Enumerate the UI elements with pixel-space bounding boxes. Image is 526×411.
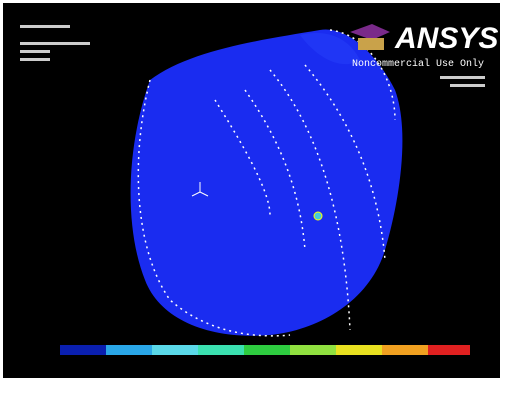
license-notice: Noncommercial Use Only	[352, 58, 484, 70]
model-body	[131, 30, 403, 336]
logo-base	[358, 38, 384, 50]
ansys-viewport: ANSYS Noncommercial Use Only	[0, 0, 526, 411]
logo-text: ANSYS	[394, 22, 498, 55]
contour-legend	[60, 345, 470, 355]
page: ANSYS Noncommercial Use Only (() => { co…	[0, 0, 526, 411]
marker	[314, 212, 322, 220]
